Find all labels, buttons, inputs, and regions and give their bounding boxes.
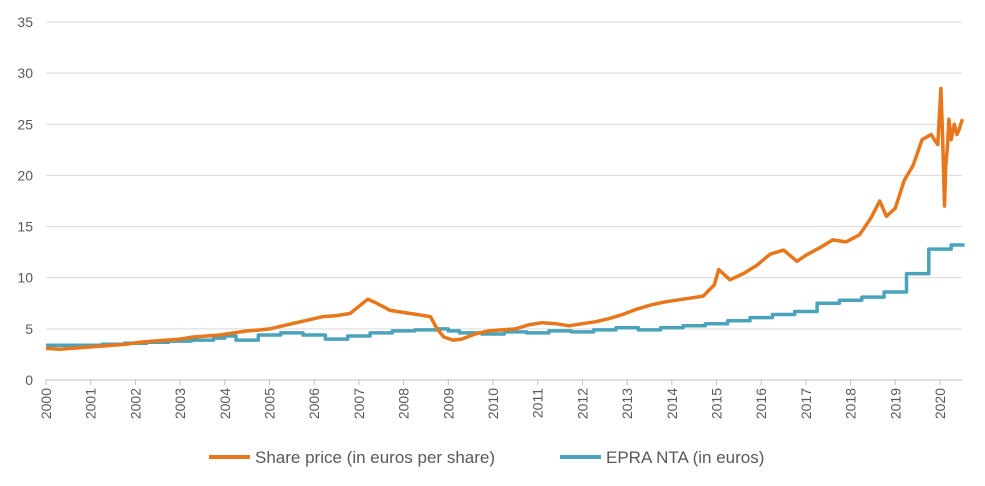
x-tick-label: 2002 <box>127 388 143 419</box>
y-tick-label: 15 <box>17 219 33 235</box>
x-tick-label: 2010 <box>485 388 501 419</box>
x-tick-label: 2013 <box>619 388 635 419</box>
x-tick-label: 2020 <box>932 388 948 419</box>
y-tick-label: 20 <box>17 167 33 183</box>
x-tick-label: 2019 <box>887 388 903 419</box>
x-tick-label: 2000 <box>38 388 54 419</box>
x-tick-label: 2008 <box>396 388 412 419</box>
x-tick-label: 2012 <box>574 388 590 419</box>
x-tick-label: 2004 <box>217 388 233 419</box>
x-tick-label: 2001 <box>83 388 99 419</box>
x-tick-label: 2011 <box>530 388 546 418</box>
x-tick-label: 2005 <box>262 388 278 419</box>
gridlines <box>46 21 962 330</box>
x-tick-label: 2006 <box>306 388 322 419</box>
x-tick-label: 2017 <box>798 388 814 419</box>
legend-label: Share price (in euros per share) <box>255 448 495 467</box>
y-tick-label: 30 <box>17 65 33 81</box>
x-tick-label: 2016 <box>753 388 769 419</box>
legend: Share price (in euros per share) EPRA NTA… <box>209 448 764 467</box>
legend-label: EPRA NTA (in euros) <box>606 448 764 467</box>
x-axis-ticks: 2000 2001 2002 2003 2004 2005 2006 2007 2008 2009… <box>38 380 948 419</box>
x-tick-label: 2003 <box>172 388 188 419</box>
legend-item: Share price (in euros per share) <box>209 448 495 467</box>
x-tick-label: 2009 <box>440 388 456 419</box>
series-line-epra-nta <box>46 243 965 347</box>
series-lines <box>45 86 965 352</box>
x-tick-label: 2014 <box>664 388 680 419</box>
y-tick-label: 0 <box>25 372 33 388</box>
legend-item: EPRA NTA (in euros) <box>560 448 764 467</box>
x-tick-label: 2018 <box>843 388 859 419</box>
y-tick-label: 10 <box>17 270 33 286</box>
y-axis-ticks: 0 5 10 15 20 25 30 35 <box>17 14 33 388</box>
y-tick-label: 35 <box>17 14 33 30</box>
y-tick-label: 5 <box>25 321 33 337</box>
x-tick-label: 2015 <box>709 388 725 419</box>
series-line-share-price <box>45 86 965 352</box>
y-tick-label: 25 <box>17 116 33 132</box>
x-tick-label: 2007 <box>351 388 367 419</box>
